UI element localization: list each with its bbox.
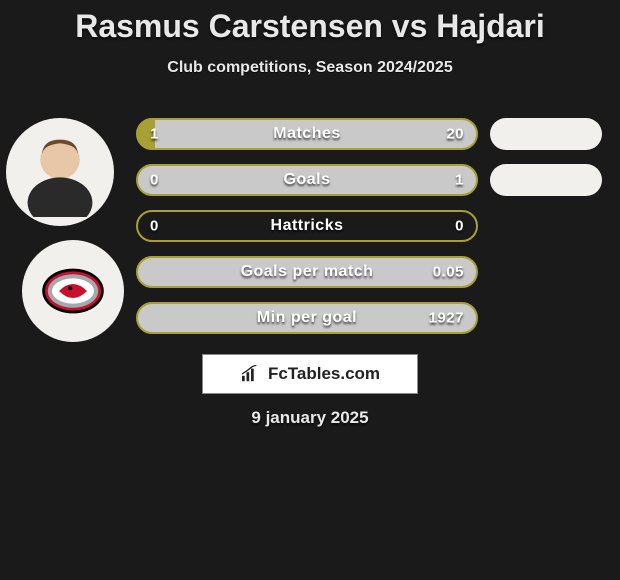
bar-value-right: 0.05	[433, 264, 464, 281]
bar-value-left: 0	[150, 218, 159, 235]
oval-placeholder	[490, 118, 602, 150]
brand-text: FcTables.com	[268, 364, 380, 384]
brand-attribution[interactable]: FcTables.com	[202, 354, 418, 394]
bar-stat-name: Min per goal	[257, 309, 357, 327]
bar-stat-name: Goals per match	[241, 263, 374, 281]
bar-value-right: 1	[455, 172, 464, 189]
stat-bar: 1 20 Matches	[136, 118, 478, 150]
oval-placeholder	[490, 164, 602, 196]
chart-icon	[240, 365, 262, 383]
bar-value-right: 1927	[429, 310, 464, 327]
bar-stat-name: Matches	[273, 125, 341, 143]
bar-value-right: 20	[446, 126, 464, 143]
stat-bar: 1927 Min per goal	[136, 302, 478, 334]
page-title: Rasmus Carstensen vs Hajdari	[0, 0, 620, 45]
person-icon	[15, 127, 105, 217]
stat-bars: 1 20 Matches 0 1 Goals 0 0 Hattricks 0.05 Goals pe…	[136, 118, 478, 348]
bar-stat-name: Hattricks	[271, 217, 344, 235]
bar-stat-name: Goals	[284, 171, 331, 189]
player2-avatar	[22, 240, 124, 342]
ovals-column	[490, 118, 602, 348]
bar-value-left: 1	[150, 126, 159, 143]
date-text: 9 january 2025	[0, 408, 620, 428]
player1-avatar	[6, 118, 114, 226]
stat-bar: 0.05 Goals per match	[136, 256, 478, 288]
subtitle: Club competitions, Season 2024/2025	[0, 59, 620, 77]
avatars-column	[6, 118, 126, 356]
team-logo-icon	[38, 256, 108, 326]
bar-value-left: 0	[150, 172, 159, 189]
bar-value-right: 0	[455, 218, 464, 235]
stat-bar: 0 1 Goals	[136, 164, 478, 196]
stat-bar: 0 0 Hattricks	[136, 210, 478, 242]
